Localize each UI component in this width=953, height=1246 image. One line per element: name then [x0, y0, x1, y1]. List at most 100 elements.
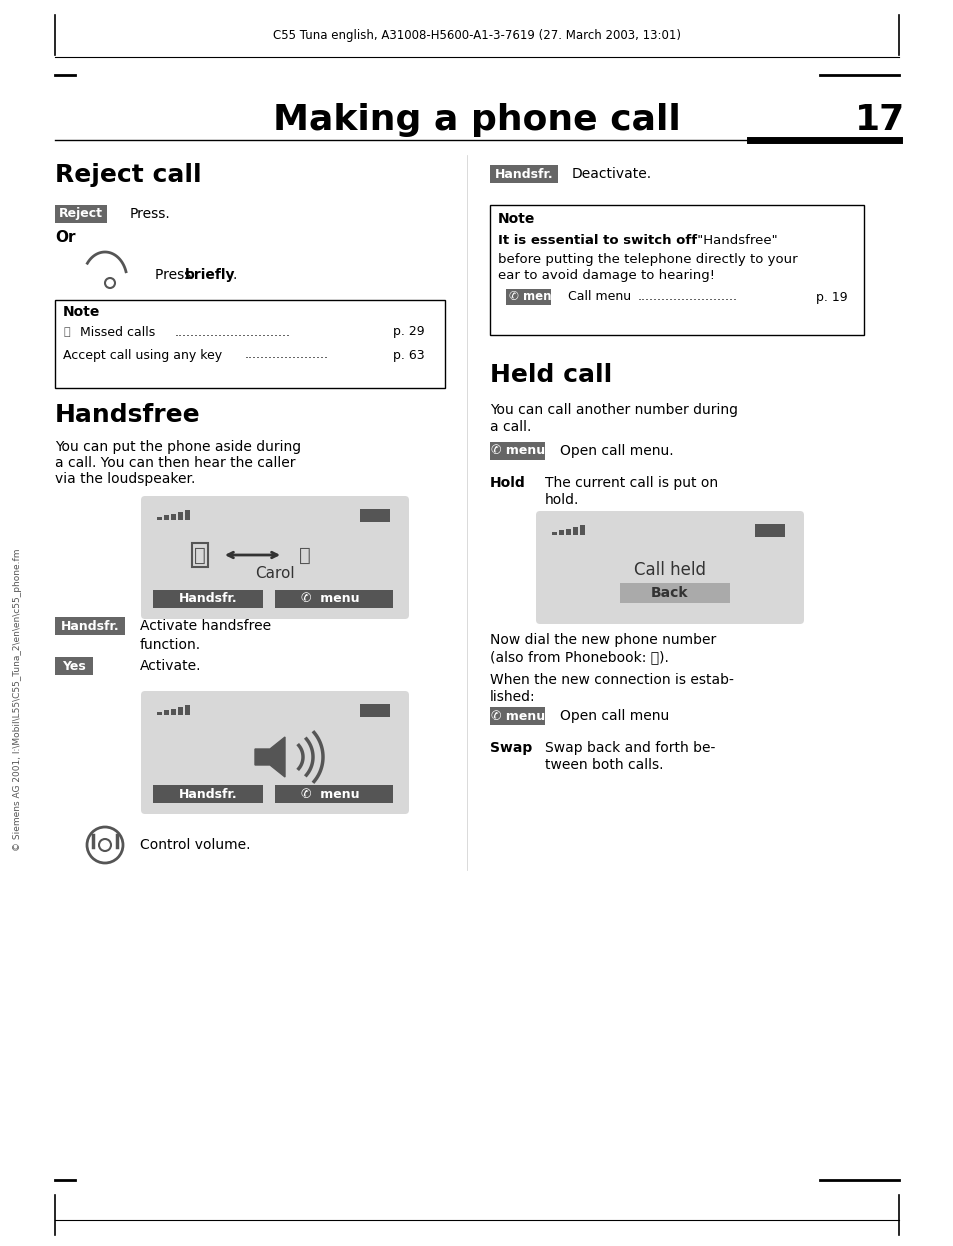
Text: Handsfr.: Handsfr. [178, 593, 237, 606]
Bar [359, 510, 390, 522]
Bar [552, 532, 557, 535]
Bar [274, 785, 393, 802]
Text: Carol: Carol [254, 567, 294, 582]
Text: ✆ menu: ✆ menu [491, 709, 544, 723]
Text: Accept call using any key: Accept call using any key [63, 349, 222, 361]
Text: Swap back and forth be-: Swap back and forth be- [544, 741, 715, 755]
Text: Making a phone call: Making a phone call [273, 103, 680, 137]
Bar [573, 527, 578, 535]
Text: Reject call: Reject call [55, 163, 201, 187]
Text: Handsfr.: Handsfr. [495, 167, 553, 181]
Text: 📱: 📱 [193, 546, 206, 564]
Text: via the loudspeaker.: via the loudspeaker. [55, 472, 195, 486]
Text: 📱: 📱 [299, 546, 311, 564]
Text: 📱: 📱 [63, 326, 70, 336]
Text: .........................: ......................... [638, 290, 738, 304]
Text: Handsfree: Handsfree [55, 402, 200, 427]
Text: p. 29: p. 29 [393, 325, 424, 339]
Bar [164, 515, 169, 520]
Text: ✆ menu: ✆ menu [491, 445, 544, 457]
Text: .....................: ..................... [245, 349, 329, 361]
FancyBboxPatch shape [536, 511, 803, 624]
Text: Open call menu: Open call menu [559, 709, 669, 723]
Text: Back: Back [651, 586, 688, 601]
Bar [490, 706, 544, 725]
Bar [490, 442, 544, 460]
Text: function.: function. [140, 638, 201, 652]
Text: Reject: Reject [59, 208, 103, 221]
Text: lished:: lished: [490, 690, 535, 704]
Text: Missed calls: Missed calls [80, 325, 155, 339]
Text: 17: 17 [854, 103, 904, 137]
Text: C55 Tuna english, A31008-H5600-A1-3-7619 (27. March 2003, 13:01): C55 Tuna english, A31008-H5600-A1-3-7619… [273, 29, 680, 41]
Bar [152, 785, 263, 802]
Text: You can call another number during: You can call another number during [490, 402, 738, 417]
Text: Yes: Yes [62, 659, 86, 673]
Text: tween both calls.: tween both calls. [544, 758, 662, 773]
Text: hold.: hold. [544, 493, 578, 507]
Text: Handsfr.: Handsfr. [178, 787, 237, 800]
Text: ✆ menu: ✆ menu [509, 290, 559, 304]
Bar [55, 657, 92, 675]
Text: before putting the telephone directly to your: before putting the telephone directly to… [497, 253, 797, 265]
Bar [505, 289, 551, 305]
Text: ✆  menu: ✆ menu [300, 787, 359, 800]
Text: Call held: Call held [634, 561, 705, 579]
Bar [152, 591, 263, 608]
Text: Now dial the new phone number: Now dial the new phone number [490, 633, 716, 647]
Bar [185, 705, 190, 715]
Text: Or: Or [55, 231, 75, 245]
FancyBboxPatch shape [141, 496, 409, 619]
Bar [274, 591, 393, 608]
Text: Hold: Hold [490, 476, 525, 490]
Text: Note: Note [63, 305, 100, 319]
Text: .............................: ............................. [174, 325, 291, 339]
Bar [171, 513, 175, 520]
Bar [192, 543, 208, 567]
Text: "Handsfree": "Handsfree" [692, 234, 777, 248]
Polygon shape [254, 736, 285, 778]
Bar [157, 711, 162, 715]
Bar [157, 517, 162, 520]
Text: Handsfr.: Handsfr. [61, 619, 119, 633]
Text: (also from Phonebook: 📞).: (also from Phonebook: 📞). [490, 650, 668, 664]
Bar [359, 704, 390, 716]
Bar [619, 583, 729, 603]
Text: Note: Note [497, 212, 535, 226]
Text: Open call menu.: Open call menu. [559, 444, 673, 459]
Bar [565, 528, 571, 535]
Bar [178, 706, 183, 715]
Bar [178, 512, 183, 520]
Text: When the new connection is estab-: When the new connection is estab- [490, 673, 733, 687]
Text: Press: Press [154, 268, 195, 282]
Bar [171, 709, 175, 715]
Bar [579, 526, 584, 535]
Text: .: . [233, 268, 237, 282]
Bar [164, 710, 169, 715]
Text: p. 19: p. 19 [816, 290, 847, 304]
Bar [490, 206, 863, 335]
Bar [754, 525, 784, 537]
Text: p. 63: p. 63 [393, 349, 424, 361]
Text: Activate handsfree: Activate handsfree [140, 619, 271, 633]
Text: The current call is put on: The current call is put on [544, 476, 718, 490]
Text: Swap: Swap [490, 741, 532, 755]
Text: a call. You can then hear the caller: a call. You can then hear the caller [55, 456, 295, 470]
Text: Deactivate.: Deactivate. [572, 167, 652, 181]
Text: a call.: a call. [490, 420, 531, 434]
Text: Call menu: Call menu [567, 290, 631, 304]
Text: ear to avoid damage to hearing!: ear to avoid damage to hearing! [497, 269, 714, 283]
Bar [55, 300, 444, 388]
FancyBboxPatch shape [55, 206, 107, 223]
Bar [558, 531, 563, 535]
Text: You can put the phone aside during: You can put the phone aside during [55, 440, 301, 454]
Text: Control volume.: Control volume. [140, 839, 251, 852]
Text: © Siemens AG 2001, I:\Mobil\L55\C55_Tuna_2\en\en\c55_phone.fm: © Siemens AG 2001, I:\Mobil\L55\C55_Tuna… [13, 548, 23, 851]
Bar [490, 164, 558, 183]
FancyBboxPatch shape [141, 692, 409, 814]
Text: Activate.: Activate. [140, 659, 201, 673]
Text: ✆  menu: ✆ menu [300, 593, 359, 606]
Text: briefly: briefly [185, 268, 235, 282]
Text: Press.: Press. [130, 207, 171, 221]
Text: It is essential to switch off: It is essential to switch off [497, 234, 697, 248]
